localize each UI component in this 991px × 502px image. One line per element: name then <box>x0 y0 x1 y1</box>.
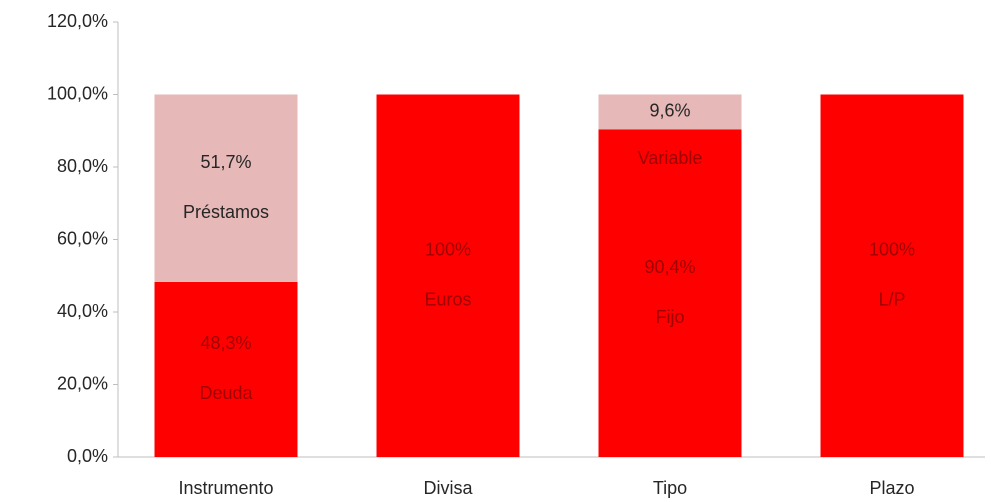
segment-label: Deuda <box>199 383 253 403</box>
y-tick-label: 0,0% <box>67 446 108 466</box>
value-label: 48,3% <box>200 333 251 353</box>
x-tick-label: Divisa <box>423 478 473 498</box>
value-label: 100% <box>425 240 471 260</box>
y-tick-label: 100,0% <box>47 83 108 103</box>
x-tick-label: Plazo <box>869 478 914 498</box>
bar-segment <box>598 94 742 130</box>
value-label: 100% <box>869 240 915 260</box>
x-tick-label: Instrumento <box>178 478 273 498</box>
segment-label: Fijo <box>655 307 684 327</box>
x-tick-label: Tipo <box>653 478 687 498</box>
y-tick-label: 60,0% <box>57 228 108 248</box>
bar-segment <box>820 94 964 457</box>
y-tick-label: 80,0% <box>57 156 108 176</box>
value-label: 51,7% <box>200 152 251 172</box>
segment-label: L/P <box>878 290 905 310</box>
bar-segment <box>376 94 520 457</box>
value-label: 9,6% <box>649 101 690 121</box>
y-tick-label: 40,0% <box>57 301 108 321</box>
bar-segment <box>154 94 298 282</box>
segment-label: Variable <box>638 148 703 168</box>
y-tick-label: 20,0% <box>57 373 108 393</box>
bar-segment <box>154 281 298 457</box>
y-tick-label: 120,0% <box>47 11 108 31</box>
segment-label: Euros <box>424 290 471 310</box>
segment-label: Préstamos <box>183 202 269 222</box>
value-label: 90,4% <box>644 257 695 277</box>
bar-segment <box>598 129 742 458</box>
